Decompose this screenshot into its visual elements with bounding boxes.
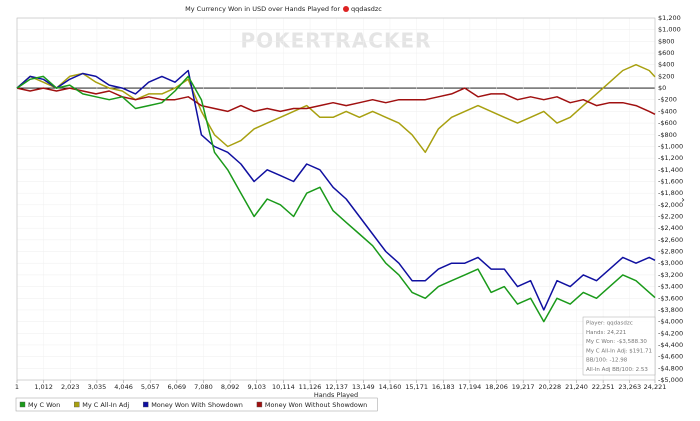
x-tick-label: 8,092 xyxy=(221,383,240,391)
y-tick-label: -$3,000 xyxy=(658,259,683,267)
y-tick-label: -$2,200 xyxy=(658,213,683,221)
x-tick-label: 1,012 xyxy=(34,383,53,391)
y-tick-label: $400 xyxy=(658,61,675,69)
x-tick-label: 23,263 xyxy=(618,383,641,391)
x-tick-label: 22,251 xyxy=(592,383,615,391)
y-tick-label: -$1,400 xyxy=(658,166,683,174)
y-tick-label: -$4,400 xyxy=(658,341,683,349)
y-tick-label: -$200 xyxy=(658,96,677,104)
x-tick-label: 20,228 xyxy=(538,383,561,391)
y-tick-label: -$4,600 xyxy=(658,353,683,361)
x-tick-label: 14,160 xyxy=(379,383,402,391)
x-tick-label: 1 xyxy=(15,383,19,391)
y-tick-label: -$4,000 xyxy=(658,318,683,326)
series-line xyxy=(16,63,656,154)
legend-swatch xyxy=(142,401,149,408)
x-tick-label: 7,080 xyxy=(194,383,213,391)
y-tick-label: -$600 xyxy=(658,119,677,127)
x-tick-label: 9,103 xyxy=(247,383,266,391)
series-line xyxy=(16,69,656,311)
y-tick-label: -$2,000 xyxy=(658,201,683,209)
y-tick-label: -$1,600 xyxy=(658,177,683,185)
x-tick-label: 5,057 xyxy=(141,383,160,391)
y-tick-label: -$1,000 xyxy=(658,142,683,150)
x-tick-label: 11,126 xyxy=(299,383,322,391)
x-tick-label: 6,069 xyxy=(168,383,187,391)
y-tick-label: -$2,600 xyxy=(658,236,683,244)
y-tick-label: -$800 xyxy=(658,131,677,139)
y-tick-label: -$3,200 xyxy=(658,271,683,279)
y-tick-label: -$5,000 xyxy=(658,376,683,384)
x-tick-label: 13,149 xyxy=(352,383,375,391)
scroll-arrow[interactable]: › xyxy=(681,196,685,206)
legend-swatch xyxy=(74,401,80,408)
y-tick-label: $1,200 xyxy=(658,14,681,22)
x-tick-label: 12,137 xyxy=(325,383,348,391)
y-tick-label: -$4,200 xyxy=(658,329,683,337)
x-tick-label: 4,046 xyxy=(114,383,133,391)
tooltip-line: Hands: 24,221 xyxy=(586,330,626,336)
y-tick-label: $800 xyxy=(658,37,675,45)
x-tick-label: 18,206 xyxy=(485,383,508,391)
y-tick-label: -$1,200 xyxy=(658,154,683,162)
tooltip-line: Player: qqdasdzc xyxy=(586,321,633,327)
plot-frame xyxy=(16,17,656,381)
y-tick-label: $200 xyxy=(658,72,675,80)
tooltip-line: BB/100: -12.98 xyxy=(586,358,628,364)
tooltip-line: My C Won: -$3,588.30 xyxy=(586,339,647,345)
y-tick-label: -$3,800 xyxy=(658,306,683,314)
y-tick-label: -$2,400 xyxy=(658,224,683,232)
x-axis-label: Hands Played xyxy=(314,391,358,399)
x-tick-label: 2,023 xyxy=(61,383,80,391)
watermark: POKERTRACKER xyxy=(240,29,431,53)
legend-swatch xyxy=(19,401,26,408)
x-tick-label: 24,221 xyxy=(644,383,667,391)
legend-label: Money Won With Showdown xyxy=(151,401,243,409)
y-tick-label: $0 xyxy=(658,84,666,92)
tooltip-line: My C All-In Adj: $191.71 xyxy=(586,348,652,354)
x-tick-label: 15,171 xyxy=(405,383,428,391)
y-tick-label: -$3,600 xyxy=(658,294,683,302)
legend-frame xyxy=(15,397,378,412)
y-tick-label: $600 xyxy=(658,49,675,57)
x-tick-label: 17,194 xyxy=(459,383,482,391)
series-line xyxy=(16,75,656,323)
player-icon xyxy=(343,6,349,12)
legend-label: Money Won Without Showdown xyxy=(265,401,367,409)
x-tick-label: 16,183 xyxy=(432,383,455,391)
x-tick-label: 19,217 xyxy=(512,383,535,391)
y-tick-label: -$400 xyxy=(658,107,677,115)
tooltip-box xyxy=(582,316,656,376)
legend-swatch xyxy=(256,401,263,408)
legend-label: My C All-In Adj xyxy=(82,401,129,409)
y-tick-label: $1,000 xyxy=(658,26,681,34)
x-tick-label: 21,240 xyxy=(565,383,588,391)
chart-title: My Currency Won in USD over Hands Played… xyxy=(185,5,340,13)
series-line xyxy=(16,87,656,115)
x-tick-label: 10,114 xyxy=(272,383,295,391)
player-name: qqdasdzc xyxy=(351,5,382,13)
tooltip-line: All-In Adj BB/100: 2.53 xyxy=(586,367,648,373)
y-tick-label: -$3,400 xyxy=(658,283,683,291)
legend-label: My C Won xyxy=(28,401,60,409)
y-tick-label: -$2,800 xyxy=(658,248,683,256)
y-tick-label: -$4,800 xyxy=(658,364,683,372)
x-tick-label: 3,035 xyxy=(88,383,107,391)
y-tick-label: -$1,800 xyxy=(658,189,683,197)
